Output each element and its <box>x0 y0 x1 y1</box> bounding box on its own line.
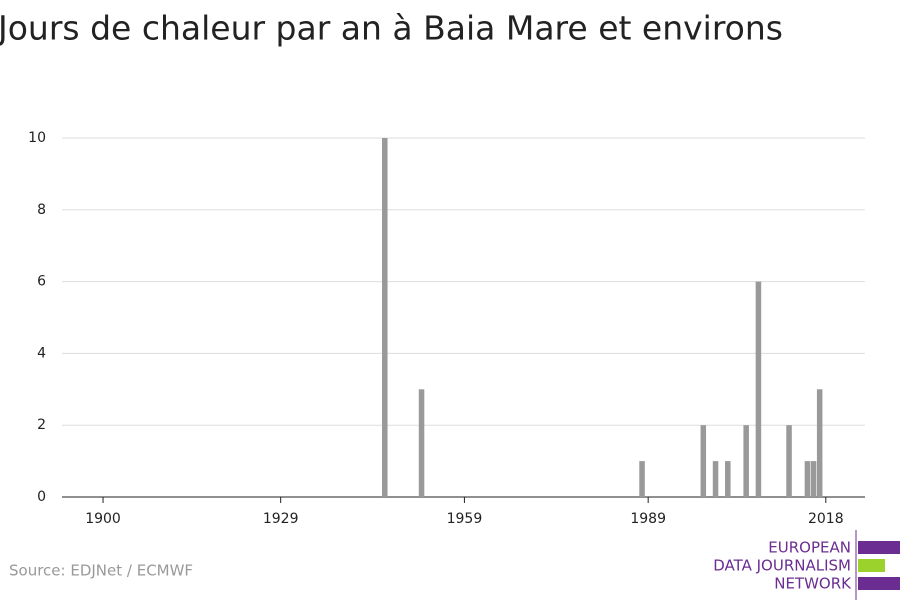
bar <box>810 461 817 497</box>
bar <box>418 389 425 497</box>
bar <box>786 425 792 497</box>
logo-text: NETWORK <box>774 575 852 593</box>
logo-text: EUROPEAN <box>768 539 851 557</box>
logo-text: DATA JOURNALISM <box>713 557 851 575</box>
x-tick-label: 1989 <box>630 511 666 527</box>
y-tick-label: 2 <box>37 417 46 433</box>
x-tick-label: 1959 <box>447 511 483 527</box>
y-tick-label: 10 <box>28 130 46 146</box>
x-tick-label: 2018 <box>808 511 844 527</box>
x-tick-label: 1929 <box>263 511 299 527</box>
logo-bar <box>858 577 900 590</box>
bar <box>639 461 645 497</box>
chart-title: Jours de chaleur par an à Baia Mare et e… <box>0 9 783 48</box>
bar <box>725 461 731 497</box>
y-tick-label: 4 <box>37 345 46 361</box>
bar <box>804 461 811 497</box>
bar <box>755 281 762 497</box>
bar <box>743 425 749 497</box>
y-tick-label: 0 <box>37 489 46 505</box>
source: Source: EDJNet / ECMWF <box>9 562 193 580</box>
bar <box>712 461 719 497</box>
bar <box>816 389 823 497</box>
y-tick-label: 8 <box>37 202 46 218</box>
y-tick-label: 6 <box>37 274 46 290</box>
bar <box>382 138 388 497</box>
logo-bar <box>858 559 885 572</box>
logo-bar <box>858 541 900 554</box>
bar <box>700 425 707 497</box>
x-tick-label: 1900 <box>85 511 121 527</box>
